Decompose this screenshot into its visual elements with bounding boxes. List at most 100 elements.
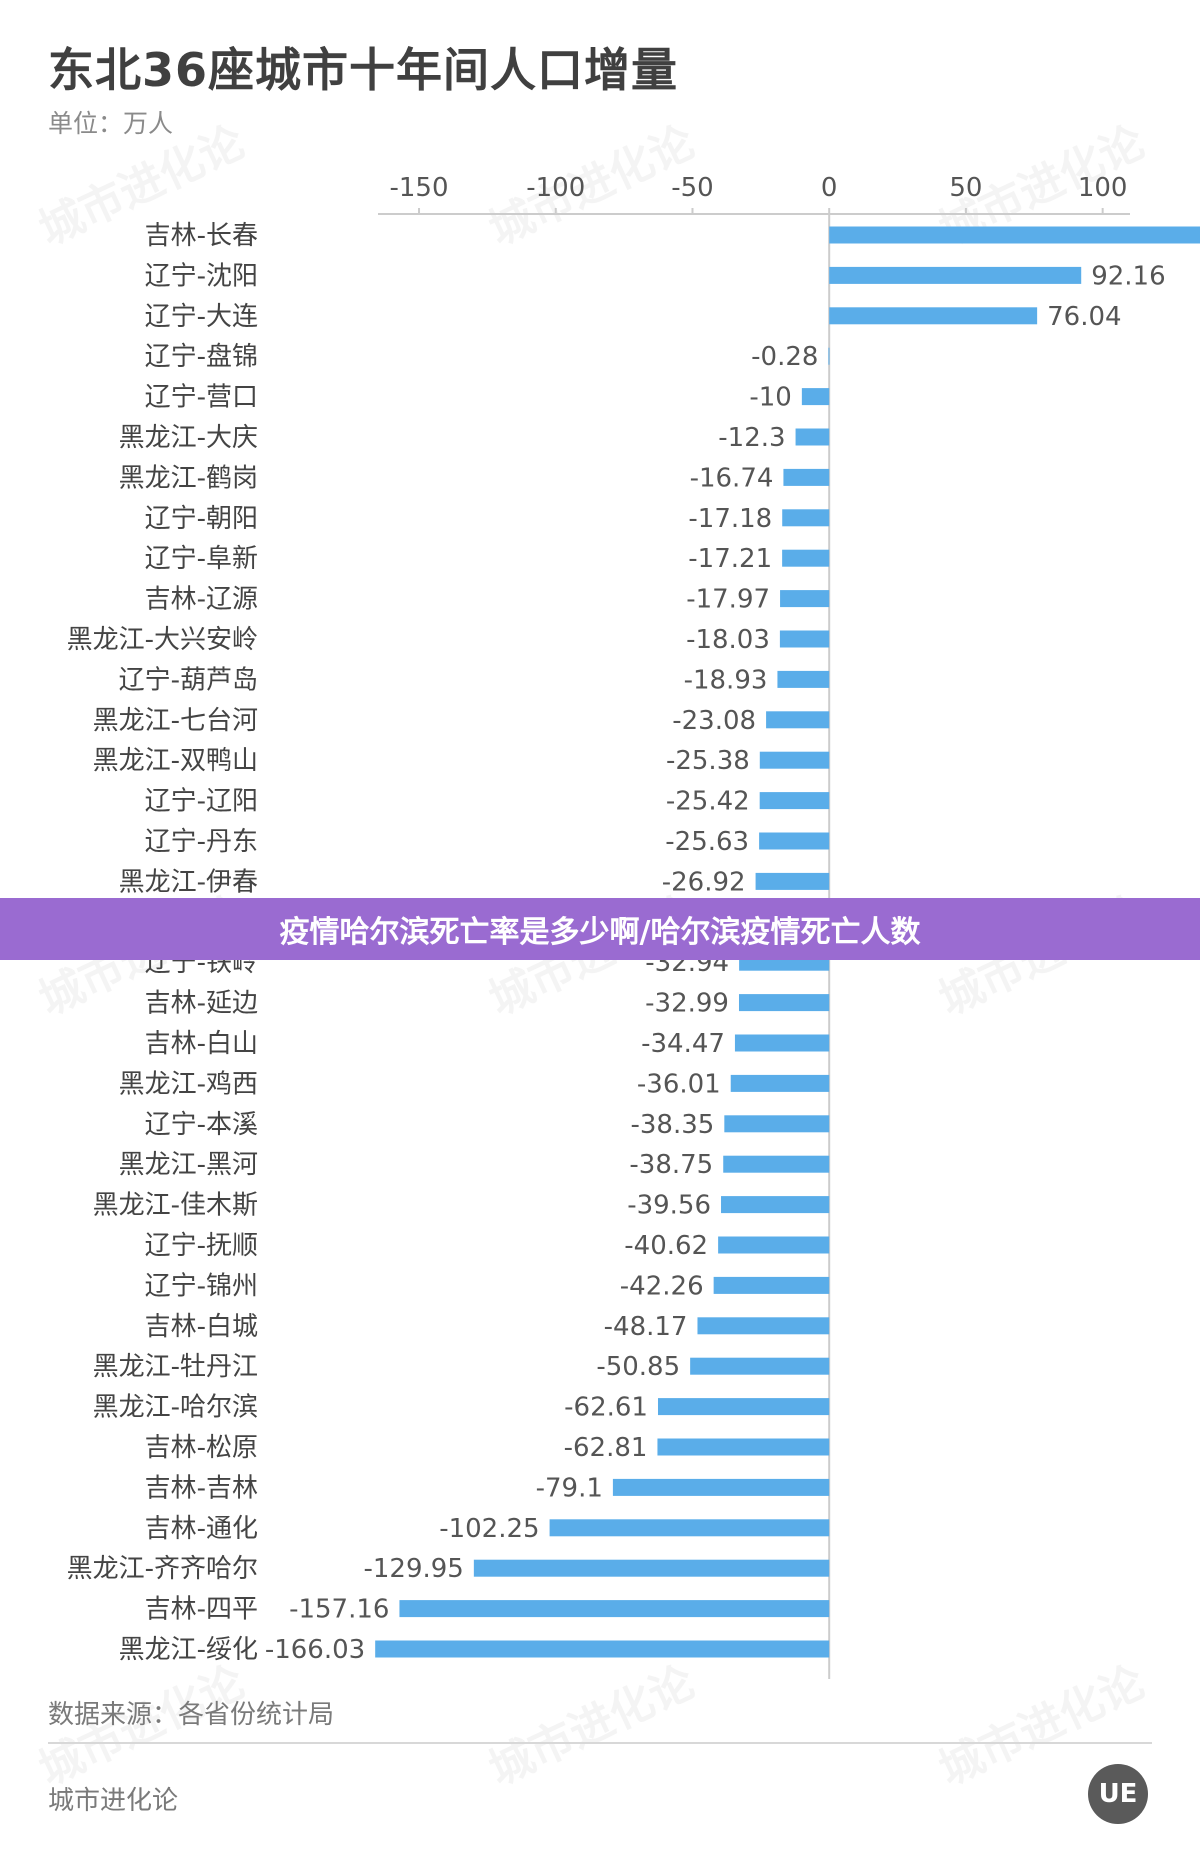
category-label: 黑龙江-齐齐哈尔 [67, 1554, 258, 1584]
bar [759, 832, 830, 850]
value-label: 92.16 [1091, 261, 1165, 291]
category-label: 辽宁-阜新 [145, 544, 258, 574]
bar [828, 347, 830, 365]
x-tick-label: -100 [526, 173, 585, 203]
bar-chart: -150-100-50050100吉林-长春138.98辽宁-沈阳92.16辽宁… [67, 173, 1200, 1679]
value-label: -10 [749, 383, 791, 413]
bar [783, 468, 830, 486]
value-label: -26.92 [662, 867, 746, 897]
x-tick-label: 50 [949, 173, 982, 203]
category-label: 黑龙江-佳木斯 [93, 1191, 258, 1221]
value-label: 76.04 [1047, 302, 1121, 332]
category-label: 辽宁-锦州 [145, 1271, 258, 1301]
bar [780, 590, 830, 608]
brand-logo-icon: UE [1088, 1764, 1148, 1824]
category-label: 黑龙江-七台河 [93, 706, 258, 736]
bar [718, 1236, 830, 1254]
bar [734, 1034, 830, 1052]
value-label: -18.03 [686, 625, 770, 655]
value-label: -39.56 [627, 1191, 711, 1221]
bar [829, 307, 1038, 325]
category-label: 吉林-长春 [145, 221, 258, 251]
category-label: 黑龙江-大兴安岭 [67, 625, 258, 655]
category-label: 吉林-白山 [145, 1029, 258, 1059]
category-label: 黑龙江-大庆 [119, 423, 258, 453]
value-label: -23.08 [672, 706, 756, 736]
category-label: 辽宁-丹东 [145, 827, 258, 857]
bar [782, 509, 830, 527]
value-label: -129.95 [363, 1554, 463, 1584]
value-label: -34.47 [641, 1029, 725, 1059]
bar [399, 1600, 830, 1618]
value-label: -157.16 [289, 1595, 389, 1625]
value-label: -17.18 [688, 504, 772, 534]
footer-divider [48, 1742, 1152, 1744]
bar [724, 1115, 830, 1133]
value-label: -38.75 [629, 1150, 713, 1180]
bar [713, 1276, 830, 1294]
category-label: 吉林-吉林 [145, 1473, 258, 1503]
value-label: -62.61 [564, 1393, 648, 1423]
category-label: 黑龙江-绥化 [119, 1635, 258, 1665]
bar [473, 1559, 830, 1577]
x-tick-label: -50 [671, 173, 713, 203]
bar [829, 266, 1082, 284]
value-label: -16.74 [690, 463, 774, 493]
category-label: 吉林-白城 [145, 1312, 258, 1342]
value-label: -18.93 [684, 665, 768, 695]
category-label: 黑龙江-牡丹江 [93, 1352, 258, 1382]
category-label: 黑龙江-鸡西 [119, 1069, 258, 1099]
bar [755, 872, 830, 890]
brand-name: 城市进化论 [48, 1786, 179, 1816]
value-label: -36.01 [637, 1069, 721, 1099]
banner-text: 疫情哈尔滨死亡率是多少啊/哈尔滨疫情死亡人数 [279, 915, 921, 950]
bar [690, 1357, 830, 1375]
category-label: 辽宁-沈阳 [145, 261, 258, 291]
value-label: -42.26 [620, 1271, 704, 1301]
logo-text: UE [1098, 1779, 1138, 1809]
bar [730, 1074, 830, 1092]
value-label: -0.28 [751, 342, 818, 372]
value-label: -38.35 [631, 1110, 715, 1140]
category-label: 辽宁-辽阳 [145, 787, 258, 817]
bar [657, 1438, 830, 1456]
value-label: -50.85 [596, 1352, 680, 1382]
x-tick-label: 0 [821, 173, 838, 203]
chart-title: 东北36座城市十年间人口增量 [48, 43, 679, 97]
bar [697, 1317, 830, 1335]
category-label: 黑龙江-哈尔滨 [93, 1393, 258, 1423]
bar [738, 994, 830, 1012]
category-label: 吉林-松原 [145, 1433, 258, 1463]
bar [766, 711, 830, 729]
bar [795, 428, 830, 446]
category-label: 黑龙江-黑河 [119, 1150, 258, 1180]
bar [759, 792, 830, 810]
value-label: -102.25 [439, 1514, 539, 1544]
x-tick-label: -150 [390, 173, 449, 203]
category-label: 辽宁-盘锦 [145, 342, 258, 372]
value-label: -12.3 [718, 423, 785, 453]
category-label: 吉林-通化 [145, 1514, 258, 1544]
category-label: 辽宁-大连 [145, 302, 258, 332]
category-label: 吉林-四平 [145, 1595, 258, 1625]
bar [782, 549, 830, 567]
bar [759, 751, 830, 769]
value-label: -25.63 [665, 827, 749, 857]
value-label: -166.03 [265, 1635, 365, 1665]
x-tick-label: 100 [1078, 173, 1128, 203]
category-label: 辽宁-抚顺 [145, 1231, 258, 1261]
value-label: -25.42 [666, 787, 750, 817]
value-label: -40.62 [624, 1231, 708, 1261]
category-label: 吉林-辽源 [145, 585, 258, 615]
bar [829, 226, 1200, 244]
value-label: -79.1 [536, 1473, 603, 1503]
category-label: 辽宁-营口 [145, 383, 258, 413]
value-label: -48.17 [604, 1312, 688, 1342]
category-label: 吉林-延边 [145, 989, 258, 1019]
bar [723, 1155, 830, 1173]
unit-label: 单位：万人 [48, 109, 174, 138]
category-label: 辽宁-朝阳 [145, 504, 258, 534]
category-label: 黑龙江-双鸭山 [93, 746, 258, 776]
overlay-banner: 疫情哈尔滨死亡率是多少啊/哈尔滨疫情死亡人数 [0, 898, 1200, 960]
category-label: 黑龙江-鹤岗 [119, 463, 258, 493]
